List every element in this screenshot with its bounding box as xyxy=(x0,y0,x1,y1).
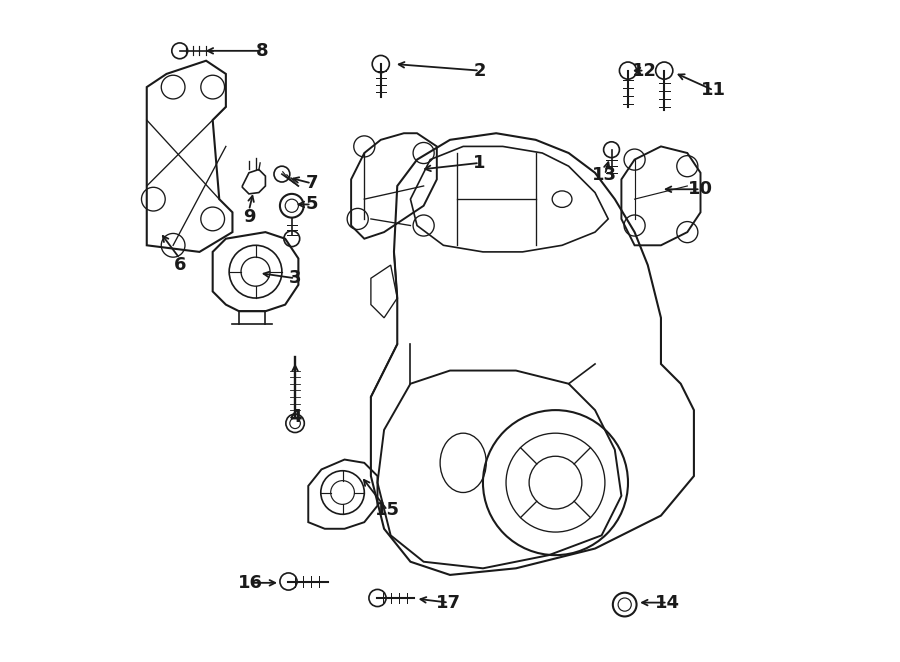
Text: 2: 2 xyxy=(473,62,486,79)
Text: 7: 7 xyxy=(305,174,318,193)
Text: 9: 9 xyxy=(243,208,256,226)
Circle shape xyxy=(274,166,290,182)
Text: 15: 15 xyxy=(375,501,400,519)
Text: 14: 14 xyxy=(655,594,680,612)
Text: 12: 12 xyxy=(632,62,657,79)
Text: 5: 5 xyxy=(305,195,318,213)
Text: 3: 3 xyxy=(289,269,302,287)
Circle shape xyxy=(286,414,304,432)
Circle shape xyxy=(373,56,390,73)
Text: 1: 1 xyxy=(473,154,486,172)
Circle shape xyxy=(656,62,673,79)
Text: 4: 4 xyxy=(289,408,302,426)
Text: 10: 10 xyxy=(688,180,713,198)
Circle shape xyxy=(172,43,187,59)
Circle shape xyxy=(284,231,300,247)
Circle shape xyxy=(280,573,297,590)
Text: 13: 13 xyxy=(592,166,617,184)
Text: 11: 11 xyxy=(701,81,726,99)
Text: 17: 17 xyxy=(436,594,461,612)
Circle shape xyxy=(369,589,386,606)
Text: 16: 16 xyxy=(238,574,264,592)
Circle shape xyxy=(619,62,636,79)
Text: 8: 8 xyxy=(256,42,268,60)
Text: 6: 6 xyxy=(174,256,186,274)
Circle shape xyxy=(604,142,619,158)
